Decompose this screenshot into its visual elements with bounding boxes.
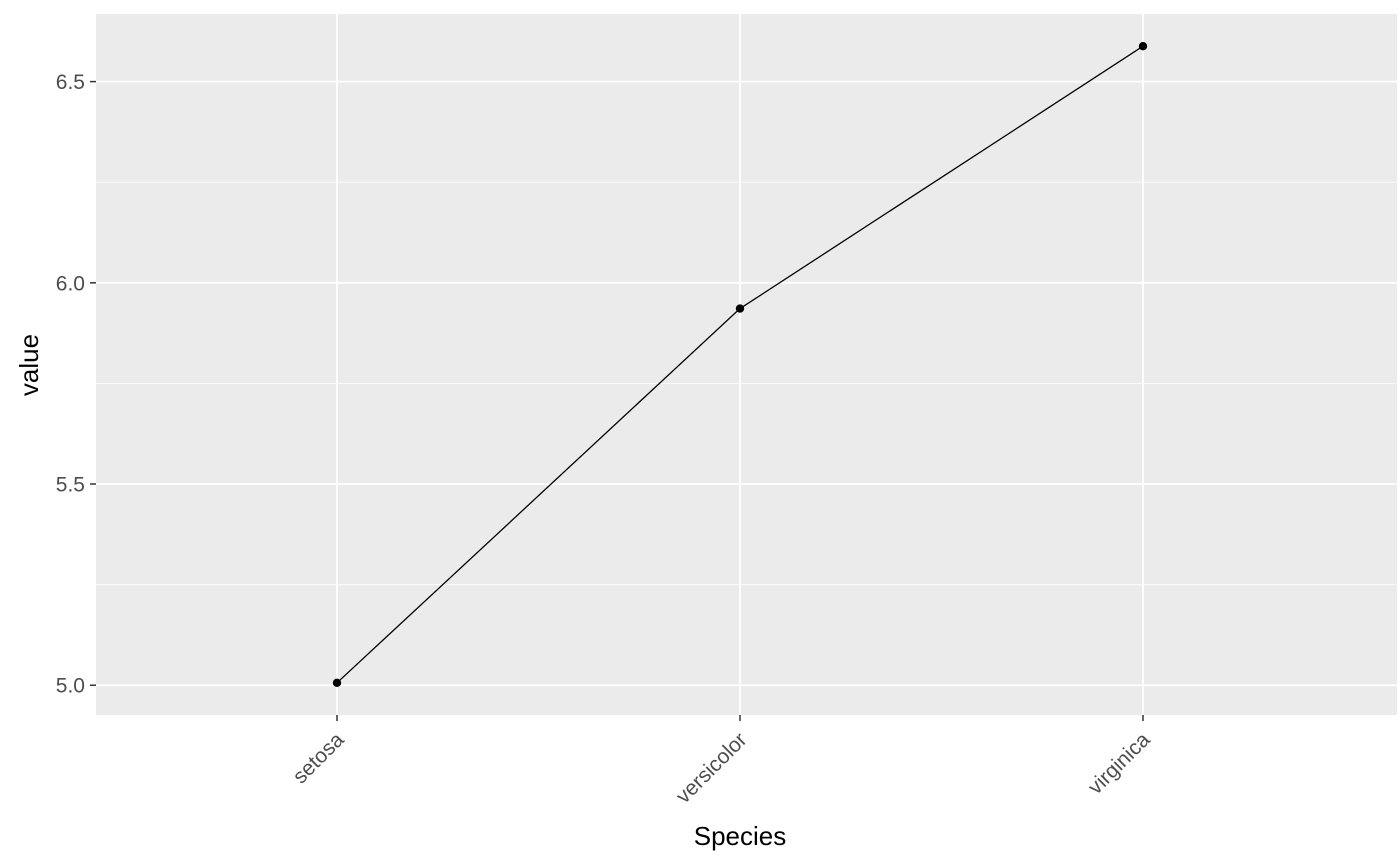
- minor-gridlines: [96, 181, 1397, 586]
- y-tick-label: 6.0: [56, 272, 85, 295]
- data-point-setosa: [332, 678, 342, 688]
- y-tick-label: 5.0: [56, 675, 85, 698]
- x-tick-label-virginica: virginica: [1084, 728, 1155, 799]
- x-tick-label-setosa: setosa: [289, 728, 349, 788]
- y-axis-title: value: [14, 334, 44, 396]
- plot-panel: [96, 14, 1397, 715]
- x-tick-label-versicolor: versicolor: [672, 728, 752, 808]
- major-gridlines: [96, 14, 1397, 715]
- data-point-versicolor: [735, 304, 745, 313]
- y-tick-label: 6.5: [56, 71, 85, 94]
- data-point-virginica: [1138, 41, 1148, 51]
- y-axis: 5.0 5.5 6.0 6.5: [56, 71, 96, 698]
- y-tick-label: 5.5: [56, 474, 85, 497]
- x-axis-title: Species: [694, 821, 787, 851]
- x-axis: setosa versicolor virginica: [289, 715, 1155, 808]
- series-layer: [332, 41, 1148, 688]
